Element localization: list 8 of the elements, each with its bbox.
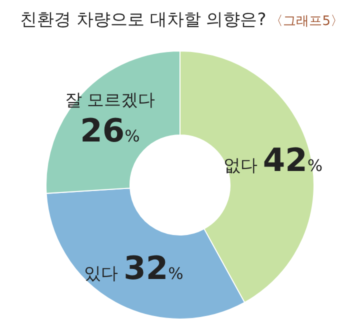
chart-subtitle: 〈그래프5〉 xyxy=(270,14,344,29)
slice-label: 없다 xyxy=(223,156,263,176)
data-label: 32% xyxy=(124,249,184,288)
data-label: 26% xyxy=(80,111,140,150)
data-label: 42% xyxy=(262,141,323,180)
slice-label: 잘 모르겠다 xyxy=(64,90,156,110)
chart-title: 친환경 차량으로 대차할 의향은? xyxy=(20,10,266,30)
slice-label: 있다 xyxy=(84,264,124,284)
